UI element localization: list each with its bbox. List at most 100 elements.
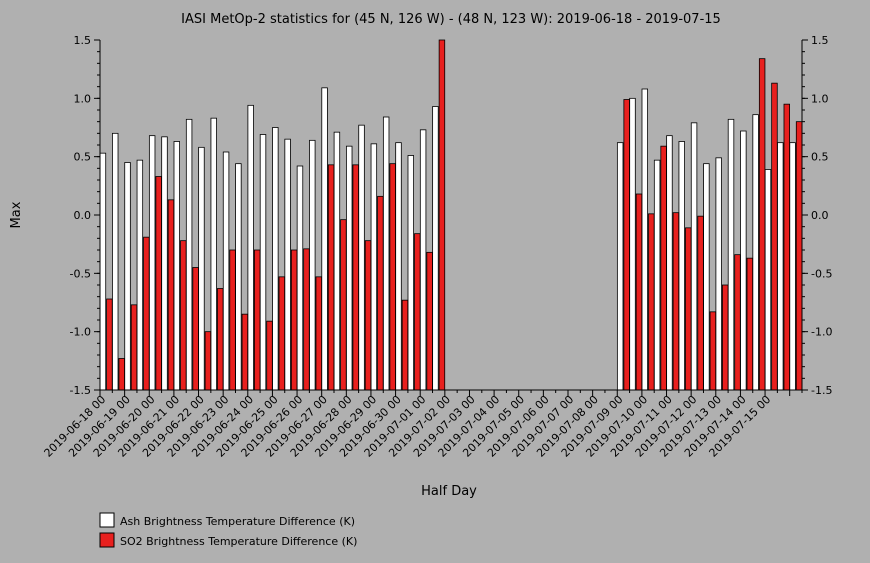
y-tick-label-left: -1.0 [70, 326, 91, 339]
ash-bar [641, 88, 648, 391]
so2-bar [377, 195, 384, 391]
y-tick-label-left: -1.5 [70, 384, 91, 397]
ash-bar [715, 157, 722, 391]
ash-bar [136, 159, 144, 391]
so2-bar [340, 219, 347, 391]
so2-bar [167, 199, 175, 391]
ash-bar [629, 97, 636, 391]
ash-bar [690, 122, 698, 391]
y-tick-label-left: 1.0 [74, 92, 92, 105]
so2-bar [635, 193, 643, 391]
so2-bar [192, 267, 199, 391]
so2-bar [327, 164, 335, 391]
so2-bar [106, 298, 113, 391]
ash-bar [235, 163, 242, 391]
so2-bar [401, 299, 409, 391]
so2-bar [426, 251, 433, 391]
so2-bar [389, 163, 396, 391]
ash-bar [272, 127, 279, 391]
legend-swatch-so2 [99, 532, 115, 548]
so2-bar [180, 240, 187, 391]
ash-bar [432, 106, 439, 391]
y-tick-label-right: -1.0 [811, 326, 832, 339]
so2-bar [266, 320, 273, 391]
ash-bar [764, 169, 772, 391]
chart-title: IASI MetOp-2 statistics for (45 N, 126 W… [181, 12, 721, 27]
so2-bar [253, 249, 261, 391]
legend-swatch-ash [99, 512, 115, 528]
so2-bar [414, 233, 421, 391]
y-tick-label-right: 1.5 [811, 34, 829, 47]
y-tick-label-left: 0.5 [74, 151, 92, 164]
ash-bar [309, 139, 316, 391]
so2-bar [783, 103, 790, 391]
so2-bar [315, 276, 322, 391]
so2-bar [685, 227, 692, 391]
so2-bar [660, 145, 667, 391]
ash-bar [173, 141, 180, 391]
bars-layer [99, 39, 803, 391]
ash-bar [112, 132, 119, 391]
ash-bar [678, 141, 685, 391]
so2-bar [352, 164, 359, 391]
so2-bar [130, 304, 138, 391]
so2-bar [229, 249, 236, 391]
ash-bar [161, 136, 168, 391]
ash-bar [296, 165, 304, 391]
y-tick-label-right: 0.5 [811, 151, 829, 164]
so2-bar [697, 215, 704, 391]
ash-bar [666, 135, 673, 391]
ash-bar [616, 142, 624, 391]
y-tick-label-right: 0.0 [811, 209, 829, 222]
ash-bar [727, 118, 735, 391]
ash-bar [185, 118, 193, 391]
so2-bar [771, 82, 778, 391]
so2-bar [709, 311, 717, 391]
so2-bar [143, 236, 150, 391]
ash-bar [740, 130, 747, 391]
ash-bar [703, 163, 710, 391]
so2-bar [155, 176, 162, 391]
ash-bar [789, 142, 796, 391]
ash-bar [210, 117, 217, 391]
ash-bar [222, 151, 230, 391]
so2-bar [648, 213, 655, 391]
so2-bar [290, 249, 298, 391]
ash-bar [148, 135, 156, 391]
ash-bar [407, 155, 414, 391]
so2-bar [118, 358, 125, 391]
ash-bar [382, 116, 390, 391]
y-tick-label-left: 1.5 [74, 34, 92, 47]
ash-bar [653, 159, 661, 391]
x-axis-label: Half Day [421, 484, 477, 499]
legend: Ash Brightness Temperature Difference (K… [99, 512, 357, 548]
ash-bar [284, 138, 291, 391]
ash-bar [321, 87, 328, 391]
so2-bar [303, 248, 310, 391]
ash-bar [358, 124, 365, 391]
y-tick-label-right: -1.5 [811, 384, 832, 397]
ash-bar [198, 146, 205, 391]
so2-bar [672, 212, 680, 391]
y-tick-label-left: 0.0 [74, 209, 92, 222]
ash-bar [333, 131, 341, 391]
so2-bar [758, 58, 766, 391]
so2-bar [278, 276, 286, 391]
ash-bar [99, 152, 107, 391]
ash-bar [259, 134, 267, 391]
ash-bar [370, 143, 378, 391]
so2-bar [364, 240, 372, 391]
so2-bar [438, 39, 446, 391]
ash-bar [777, 142, 784, 391]
so2-bar [734, 254, 741, 391]
so2-bar [795, 121, 803, 391]
so2-bar [241, 313, 249, 391]
legend-label-so2: SO2 Brightness Temperature Difference (K… [120, 535, 357, 548]
ash-bar [247, 104, 254, 391]
so2-bar [204, 331, 212, 391]
ash-bar [346, 145, 353, 391]
so2-bar [217, 288, 224, 391]
ash-bar [124, 162, 131, 391]
